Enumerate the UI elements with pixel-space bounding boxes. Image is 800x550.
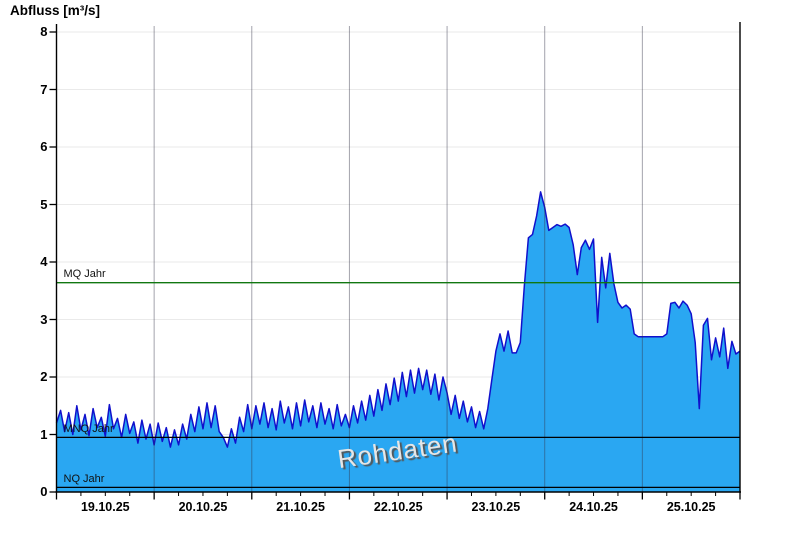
y-tick-label-8: 8 bbox=[40, 24, 48, 39]
y-tick-label-6: 6 bbox=[40, 139, 48, 154]
ref-label-nq-jahr: NQ Jahr bbox=[63, 472, 105, 485]
y-tick-label-2: 2 bbox=[40, 369, 48, 384]
y-tick-label-1: 1 bbox=[40, 426, 48, 442]
x-tick-label-23-10-25: 23.10.25 bbox=[471, 500, 521, 514]
y-tick-label-3: 3 bbox=[40, 311, 48, 327]
x-tick-label-24-10-25: 24.10.25 bbox=[569, 500, 618, 514]
axis-ticks bbox=[49, 31, 741, 500]
ref-label-mnq-jahr: MNQ Jahr bbox=[63, 422, 114, 435]
y-tick-label-4: 4 bbox=[40, 254, 48, 269]
vertical-gridlines bbox=[153, 26, 643, 492]
y-tick-label-7: 7 bbox=[40, 81, 48, 97]
ref-label-mq-jahr: MQ Jahr bbox=[63, 268, 106, 281]
chart-title: Abfluss [m³/s] bbox=[10, 3, 101, 18]
discharge-area-series bbox=[55, 191, 741, 492]
x-tick-label-21-10-25: 21.10.25 bbox=[276, 500, 325, 514]
x-tick-label-20-10-25: 20.10.25 bbox=[178, 500, 228, 514]
reference-lines bbox=[56, 282, 740, 489]
x-tick-label-19-10-25: 19.10.25 bbox=[80, 500, 130, 514]
y-tick-label-0: 0 bbox=[40, 484, 48, 499]
y-tick-label-5: 5 bbox=[40, 196, 48, 212]
x-tick-label-25-10-25: 25.10.25 bbox=[666, 500, 716, 514]
x-tick-label-22-10-25: 22.10.25 bbox=[373, 500, 423, 514]
